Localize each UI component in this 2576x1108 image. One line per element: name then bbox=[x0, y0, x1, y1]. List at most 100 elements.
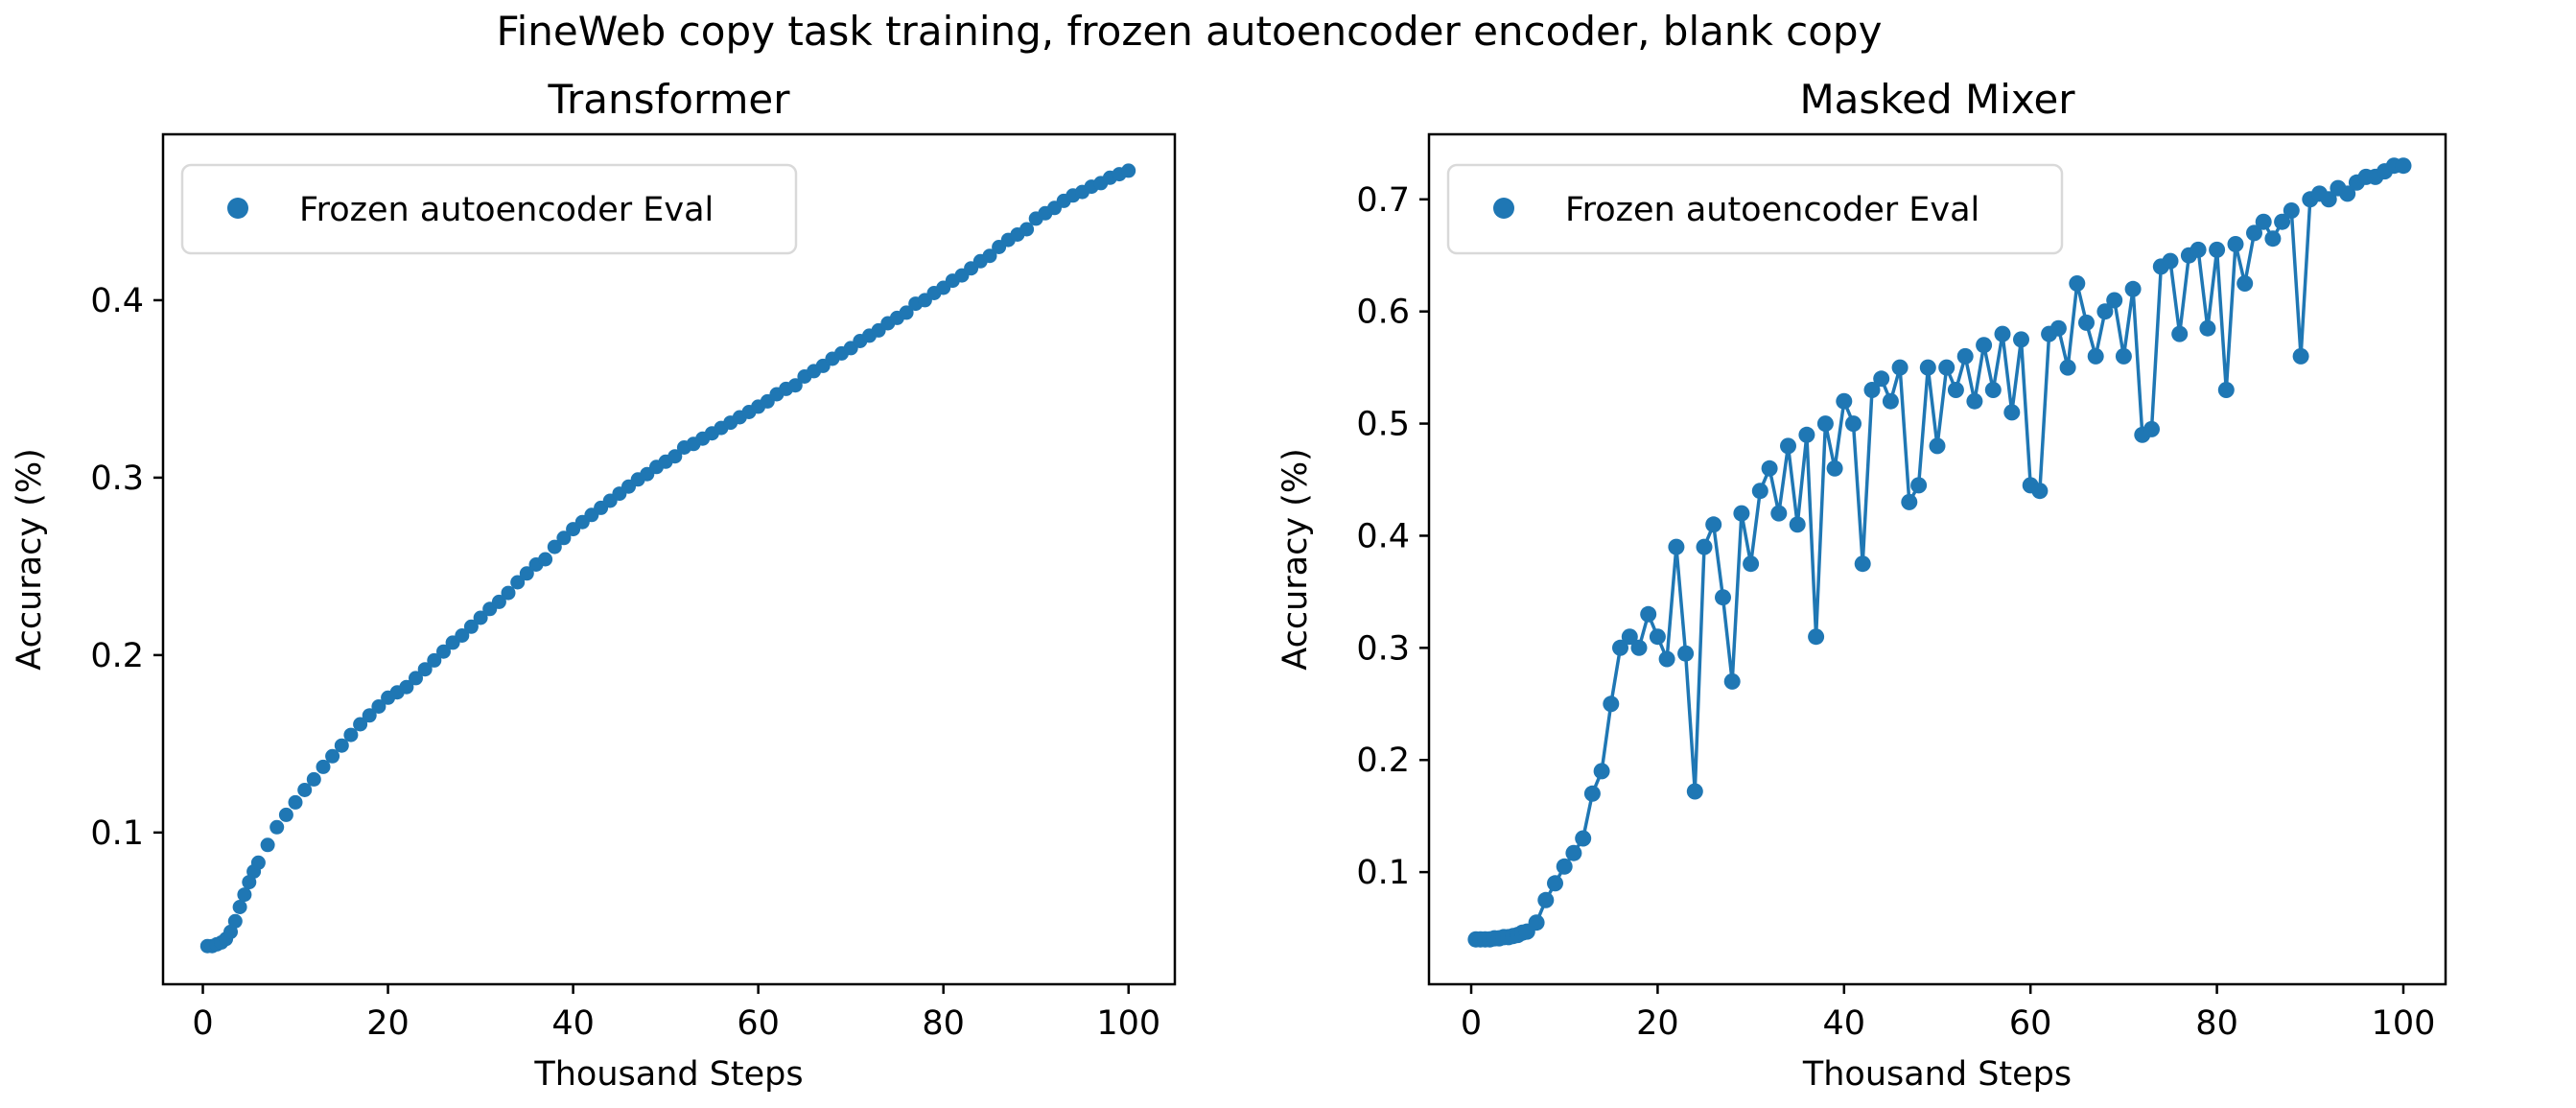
data-point bbox=[1658, 650, 1675, 668]
data-point bbox=[1826, 460, 1843, 477]
x-tick-label: 20 bbox=[366, 1004, 410, 1043]
data-point bbox=[2395, 157, 2412, 175]
data-point bbox=[227, 913, 243, 929]
x-axis-label: Thousand Steps bbox=[1802, 1055, 2072, 1094]
data-point bbox=[1547, 875, 1563, 892]
data-point bbox=[1919, 359, 1936, 376]
data-point bbox=[2059, 359, 2076, 376]
data-point bbox=[667, 449, 683, 464]
plot-title: Masked Mixer bbox=[1799, 76, 2075, 123]
x-tick-label: 0 bbox=[1461, 1004, 1482, 1043]
y-tick-label: 0.4 bbox=[1356, 517, 1410, 555]
data-point bbox=[1621, 628, 1638, 646]
y-tick-label: 0.1 bbox=[1356, 854, 1410, 892]
data-point bbox=[2003, 404, 2021, 421]
x-tick-label: 80 bbox=[2195, 1004, 2238, 1043]
data-point bbox=[1528, 914, 1545, 931]
y-tick-label: 0.4 bbox=[90, 282, 144, 320]
data-point bbox=[556, 530, 572, 546]
data-point bbox=[1780, 437, 1796, 455]
data-points bbox=[1467, 157, 2412, 948]
plot-title: Transformer bbox=[547, 76, 790, 123]
legend: Frozen autoencoder Eval bbox=[1446, 163, 2064, 255]
data-point bbox=[2087, 347, 2104, 365]
subplot-masked-mixer: Masked Mixer 0 20 40 60 80 100 0.1 0.2 0.3 0.4 0.5 0… bbox=[1276, 76, 2447, 1094]
data-point bbox=[1789, 516, 1806, 533]
y-tick-label: 0.3 bbox=[1356, 629, 1410, 668]
data-point bbox=[2217, 382, 2235, 398]
data-point bbox=[250, 855, 266, 870]
data-point bbox=[2013, 331, 2029, 348]
data-point bbox=[1575, 830, 1592, 847]
y-axis-label: Accuracy (%) bbox=[1276, 448, 1315, 670]
data-point bbox=[325, 748, 340, 764]
legend-box bbox=[180, 163, 798, 255]
x-tick-label: 80 bbox=[922, 1004, 965, 1043]
data-point bbox=[334, 738, 349, 753]
data-point bbox=[297, 783, 313, 797]
data-point bbox=[2246, 224, 2262, 242]
x-tick-label: 100 bbox=[2372, 1004, 2436, 1043]
data-point bbox=[362, 708, 377, 723]
data-point bbox=[371, 699, 386, 714]
data-point bbox=[1630, 639, 1648, 656]
legend-marker-icon bbox=[227, 198, 248, 219]
data-point bbox=[2274, 213, 2291, 230]
data-point bbox=[1019, 222, 1035, 237]
axes-frame bbox=[161, 132, 1177, 986]
y-tick-label: 0.3 bbox=[90, 460, 144, 498]
data-point bbox=[2124, 280, 2142, 297]
data-point bbox=[519, 566, 534, 581]
data-point bbox=[1882, 392, 1899, 410]
data-point bbox=[510, 575, 526, 590]
data-point bbox=[501, 585, 516, 601]
data-points bbox=[199, 163, 1136, 954]
data-point bbox=[1808, 628, 1825, 646]
data-point bbox=[278, 807, 293, 822]
data-point bbox=[2069, 275, 2086, 292]
y-tick-label: 0.1 bbox=[90, 814, 144, 853]
data-point bbox=[2171, 325, 2189, 342]
data-point bbox=[473, 610, 488, 625]
data-point bbox=[1640, 605, 1657, 623]
data-point bbox=[306, 771, 321, 787]
y-tick-label: 0.2 bbox=[90, 637, 144, 675]
data-point bbox=[2143, 420, 2160, 437]
data-point bbox=[1994, 325, 2011, 342]
data-point bbox=[427, 652, 442, 668]
data-point bbox=[2320, 191, 2337, 208]
data-point bbox=[399, 679, 414, 695]
data-point bbox=[1798, 426, 1815, 443]
data-point bbox=[1593, 763, 1610, 780]
data-point bbox=[316, 759, 331, 774]
data-point bbox=[2106, 292, 2123, 309]
y-tick-label: 0.6 bbox=[1356, 294, 1410, 332]
x-tick-label: 20 bbox=[1636, 1004, 1679, 1043]
x-tick-label: 100 bbox=[1096, 1004, 1160, 1043]
data-point bbox=[2264, 230, 2282, 248]
data-point bbox=[1947, 382, 1964, 398]
data-point bbox=[260, 837, 275, 853]
data-point bbox=[1565, 844, 1582, 861]
y-tick-label: 0.7 bbox=[1356, 181, 1410, 220]
data-point bbox=[436, 644, 451, 659]
y-tick-label: 0.2 bbox=[1356, 742, 1410, 780]
data-point bbox=[1873, 370, 1890, 388]
data-point bbox=[237, 887, 252, 903]
data-point bbox=[2078, 314, 2095, 331]
data-point bbox=[353, 717, 368, 732]
data-point bbox=[2292, 347, 2309, 365]
data-point bbox=[1696, 538, 1713, 555]
legend-marker-icon bbox=[1493, 198, 1514, 219]
legend-box bbox=[1446, 163, 2064, 255]
data-line bbox=[1474, 163, 2405, 941]
x-tick-label: 60 bbox=[2009, 1004, 2052, 1043]
axes-frame bbox=[1427, 132, 2447, 986]
data-point bbox=[2227, 236, 2244, 252]
data-point bbox=[2283, 202, 2300, 219]
data-point bbox=[1668, 538, 1685, 555]
legend-label: Frozen autoencoder Eval bbox=[1565, 191, 1979, 229]
data-point bbox=[1715, 589, 1731, 606]
data-point bbox=[2339, 185, 2356, 202]
data-point bbox=[1723, 672, 1741, 690]
